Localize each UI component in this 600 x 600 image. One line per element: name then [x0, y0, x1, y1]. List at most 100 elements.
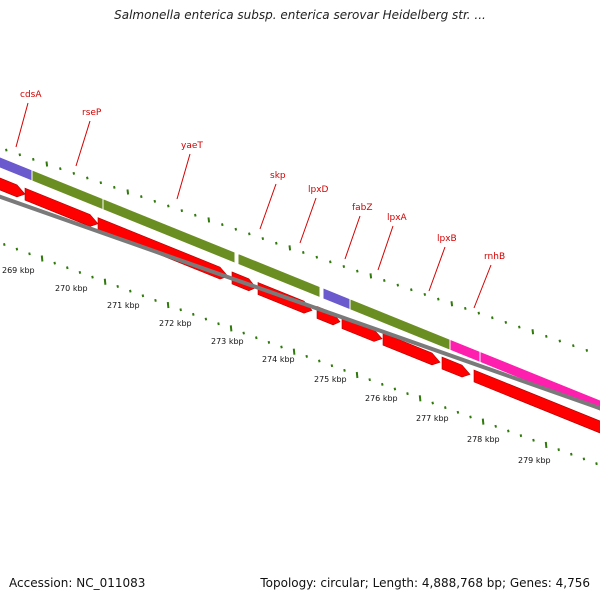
- kbp-label: 273 kbp: [211, 337, 244, 346]
- kbp-label: 272 kbp: [159, 319, 192, 328]
- kbp-label: 278 kbp: [467, 435, 500, 444]
- upper-tick: [99, 181, 103, 185]
- lower-tick: [280, 345, 283, 349]
- lower-tick: [481, 418, 485, 425]
- upper-tick: [342, 265, 346, 268]
- kbp-label: 279 kbp: [518, 456, 551, 465]
- gene-leader-line: [377, 225, 394, 271]
- upper-tick: [32, 157, 35, 161]
- cds-arrow: [0, 177, 26, 198]
- lower-tick: [116, 284, 119, 288]
- lower-tick: [292, 348, 296, 355]
- upper-tick: [477, 311, 481, 315]
- lower-tick: [78, 270, 82, 274]
- cog-segment: [0, 156, 33, 182]
- upper-tick: [464, 306, 467, 310]
- upper-tick: [248, 232, 251, 236]
- upper-tick: [437, 297, 440, 301]
- lower-tick: [204, 317, 208, 321]
- lower-tick: [40, 255, 44, 262]
- upper-tick: [153, 199, 157, 203]
- lower-tick: [557, 448, 560, 452]
- upper-tick: [86, 176, 89, 180]
- upper-tick: [585, 348, 589, 352]
- upper-tick: [126, 189, 130, 195]
- upper-tick: [72, 171, 76, 175]
- upper-tick: [167, 204, 170, 208]
- upper-tick: [518, 325, 521, 329]
- kbp-label: 277 kbp: [416, 414, 449, 423]
- lower-tick: [595, 462, 598, 466]
- cds-arrow: [473, 369, 600, 434]
- lower-tick: [91, 275, 94, 279]
- lower-tick: [330, 364, 334, 368]
- upper-tick: [113, 185, 116, 189]
- upper-tick: [315, 255, 319, 259]
- lower-tick: [318, 359, 321, 363]
- upper-tick: [180, 209, 184, 213]
- accession-label: Accession: NC_011083: [9, 576, 146, 590]
- lower-tick: [469, 415, 472, 419]
- lower-tick: [154, 298, 157, 302]
- gene-leader-line: [176, 153, 191, 200]
- cds-arrow: [382, 332, 441, 366]
- gene-label-track: cdsA rseP yaeT skp lpxD fabZ lpxA lpxB rnhB: [15, 90, 505, 309]
- upper-tick: [423, 292, 427, 296]
- gene-leader-line: [259, 183, 277, 230]
- upper-tick: [5, 148, 8, 152]
- upper-tick: [572, 344, 575, 348]
- lower-tick: [129, 289, 132, 293]
- lower-tick: [381, 382, 384, 386]
- upper-tick: [369, 273, 373, 279]
- lower-tick: [305, 354, 308, 358]
- kbp-label: 274 kbp: [262, 355, 295, 364]
- gene-label-yaeT: yaeT: [181, 141, 203, 151]
- lower-tick: [393, 387, 397, 391]
- lower-tick: [15, 247, 19, 251]
- lower-tick: [28, 252, 31, 256]
- lower-tick: [103, 278, 107, 285]
- gene-leader-line: [299, 197, 317, 244]
- gene-leader-line: [344, 215, 361, 260]
- lower-tick: [179, 308, 182, 312]
- lower-tick: [255, 336, 258, 340]
- lower-tick: [582, 457, 586, 461]
- lower-tick: [166, 301, 170, 309]
- kbp-label: 271 kbp: [107, 301, 140, 310]
- lower-tick: [229, 325, 233, 332]
- lower-tick: [242, 331, 245, 335]
- kbp-label: 276 kbp: [365, 394, 398, 403]
- upper-tick: [234, 227, 238, 231]
- upper-tick: [531, 329, 535, 335]
- upper-tick: [221, 223, 224, 227]
- upper-tick: [261, 237, 265, 241]
- gene-label-lpxA: lpxA: [387, 213, 408, 223]
- upper-tick: [491, 316, 494, 320]
- topology-summary: Topology: circular; Length: 4,888,768 bp…: [260, 576, 590, 590]
- upper-tick: [410, 288, 413, 292]
- gene-leader-line: [15, 102, 29, 148]
- lower-tick: [444, 406, 447, 410]
- gene-label-lpxB: lpxB: [437, 234, 457, 244]
- upper-tick: [383, 278, 386, 282]
- lower-tick: [217, 322, 220, 326]
- upper-tick: [558, 339, 562, 343]
- upper-tick-track: [5, 148, 589, 352]
- lower-tick: [418, 395, 422, 402]
- lower-tick: [53, 261, 56, 265]
- kbp-label-track: 269 kbp 270 kbp 271 kbp 272 kbp 273 kbp 274 k…: [2, 266, 551, 465]
- gene-label-rnhB: rnhB: [484, 252, 505, 262]
- cds-arrow: [24, 187, 99, 227]
- lower-tick: [343, 368, 346, 372]
- upper-tick: [329, 260, 332, 264]
- gene-label-cdsA: cdsA: [20, 90, 42, 100]
- map-title: Salmonella enterica subsp. enterica sero…: [114, 8, 486, 22]
- upper-tick: [288, 245, 292, 251]
- lower-tick: [192, 312, 195, 316]
- kbp-label: 270 kbp: [55, 284, 88, 293]
- lower-tick: [507, 429, 510, 433]
- upper-tick: [59, 167, 62, 171]
- lower-tick: [532, 438, 535, 442]
- lower-tick: [141, 294, 145, 298]
